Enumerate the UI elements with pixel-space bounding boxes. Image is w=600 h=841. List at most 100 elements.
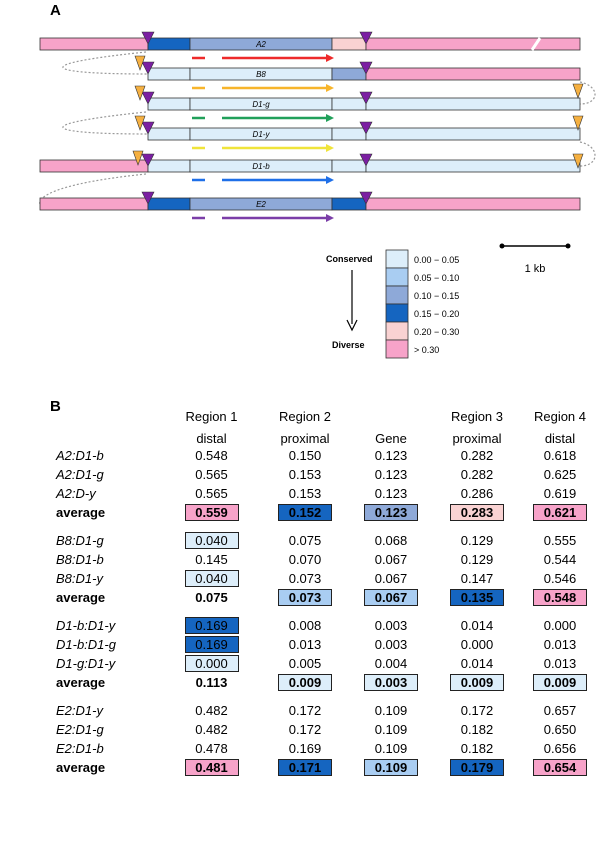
legend-arrow-head xyxy=(346,319,358,332)
panel-a: A A2 B8 D1-g D1-y D1-b E2 0.00 − 0.05 0.05 − 0.… xyxy=(0,0,600,370)
legend-swatch xyxy=(385,249,409,269)
average-label: average xyxy=(56,760,106,775)
pair-label: B8:D1-b xyxy=(56,552,104,567)
pair-label: A2:D-y xyxy=(56,486,96,501)
average-value: 0.548 xyxy=(533,589,587,606)
gene-arrow-head xyxy=(326,144,334,152)
table-row: E2:D1-y 0.482 0.172 0.109 0.172 0.657 xyxy=(56,701,597,720)
distance-value: 0.478 xyxy=(195,741,228,756)
legend-label: 0.05 − 0.10 xyxy=(414,273,459,283)
distance-value: 0.070 xyxy=(288,552,322,567)
orange-marker xyxy=(572,83,584,99)
average-value: 0.009 xyxy=(533,674,587,691)
distance-value: 0.109 xyxy=(374,741,408,756)
header-region3-line2: proximal xyxy=(452,431,502,446)
distance-value: 0.172 xyxy=(288,703,322,718)
sequence-segment xyxy=(365,197,581,211)
table-row: B8:D1-b 0.145 0.070 0.067 0.129 0.544 xyxy=(56,550,597,569)
scale-label: 1 kb xyxy=(525,263,546,275)
orange-marker xyxy=(572,115,584,131)
distance-value: 0.003 xyxy=(374,637,408,652)
average-value: 0.135 xyxy=(450,589,504,606)
header-region3-line1: Region 3 xyxy=(450,409,504,424)
average-value: 0.179 xyxy=(450,759,504,776)
distance-value: 0.565 xyxy=(195,467,228,482)
break-mark xyxy=(530,37,542,51)
purple-marker xyxy=(359,31,373,45)
purple-marker xyxy=(141,31,155,45)
connector-line xyxy=(579,141,596,167)
gene-arrow-head xyxy=(326,214,334,222)
header-region4-line1: Region 4 xyxy=(533,409,587,424)
average-value: 0.621 xyxy=(533,504,587,521)
pair-label: A2:D1-g xyxy=(56,467,104,482)
average-value: 0.009 xyxy=(278,674,332,691)
pair-label: E2:D1-g xyxy=(56,722,104,737)
distance-value: 0.546 xyxy=(543,571,577,586)
distance-value: 0.544 xyxy=(543,552,577,567)
legend-diverse-label: Diverse xyxy=(332,340,365,350)
average-value: 0.067 xyxy=(364,589,418,606)
distance-value: 0.565 xyxy=(195,486,228,501)
sequence-segment xyxy=(39,159,149,173)
gene-label: D1-g xyxy=(252,100,270,109)
distance-value: 0.286 xyxy=(460,486,494,501)
legend-label: 0.10 − 0.15 xyxy=(414,291,459,301)
distance-value: 0.004 xyxy=(374,656,408,671)
distance-value: 0.040 xyxy=(184,532,239,549)
pair-label: B8:D1-g xyxy=(56,533,104,548)
distance-value: 0.000 xyxy=(460,637,494,652)
distance-value: 0.129 xyxy=(460,533,494,548)
gene-label: A2 xyxy=(255,40,266,49)
panel-a-letter: A xyxy=(50,2,61,19)
distance-value: 0.000 xyxy=(184,655,239,672)
table-row: A2:D1-g 0.565 0.153 0.123 0.282 0.625 xyxy=(56,465,597,484)
connector-line xyxy=(62,111,149,135)
gene-arrow-head xyxy=(326,54,334,62)
distance-value: 0.040 xyxy=(184,570,239,587)
scale-bar-end xyxy=(499,243,505,249)
average-row: average 0.481 0.171 0.109 0.179 0.654 xyxy=(56,758,597,777)
average-value: 0.113 xyxy=(195,675,228,690)
gene-arrow-head xyxy=(326,114,334,122)
header-row-2: distal proximal Gene proximal distal xyxy=(56,424,597,446)
distance-value: 0.650 xyxy=(543,722,577,737)
purple-marker xyxy=(141,153,155,167)
distance-value: 0.109 xyxy=(374,703,408,718)
gene-label: E2 xyxy=(256,200,266,209)
average-value: 0.481 xyxy=(184,759,239,776)
header-region1-line2: distal xyxy=(196,431,227,446)
table-row: A2:D-y 0.565 0.153 0.123 0.286 0.619 xyxy=(56,484,597,503)
average-value: 0.003 xyxy=(364,674,418,691)
sequence-segment xyxy=(331,197,367,211)
average-value: 0.171 xyxy=(278,759,332,776)
header-region4-line2: distal xyxy=(544,431,576,446)
sequence-segment xyxy=(365,159,581,173)
distance-value: 0.282 xyxy=(460,448,494,463)
header-gene-line2: Gene xyxy=(375,431,407,446)
divergence-table: Region 1 Region 2 Region 3 Region 4 dist… xyxy=(56,402,597,777)
legend-swatch xyxy=(385,339,409,359)
average-row: average 0.559 0.152 0.123 0.283 0.621 xyxy=(56,503,597,522)
purple-marker xyxy=(141,191,155,205)
sequence-segment xyxy=(147,197,191,211)
average-value: 0.123 xyxy=(364,504,418,521)
average-row: average 0.113 0.009 0.003 0.009 0.009 xyxy=(56,673,597,692)
distance-value: 0.014 xyxy=(460,618,494,633)
pair-label: D1-b:D1-g xyxy=(56,637,116,652)
sequence-segment xyxy=(331,37,367,51)
table-row: E2:D1-b 0.478 0.169 0.109 0.182 0.656 xyxy=(56,739,597,758)
pair-label: A2:D1-b xyxy=(56,448,104,463)
sequence-segment xyxy=(331,97,367,111)
distance-value: 0.282 xyxy=(460,467,494,482)
table-row: D1-g:D1-y 0.000 0.005 0.004 0.014 0.013 xyxy=(56,654,597,673)
connector-line xyxy=(579,81,596,105)
pair-label: D1-g:D1-y xyxy=(56,656,116,671)
purple-marker xyxy=(141,61,155,75)
scale-bar-end xyxy=(565,243,571,249)
distance-value: 0.005 xyxy=(288,656,322,671)
sequence-segment xyxy=(331,67,367,81)
sequence-segment xyxy=(365,37,581,51)
sequence-segment xyxy=(39,37,149,51)
distance-value: 0.618 xyxy=(543,448,577,463)
